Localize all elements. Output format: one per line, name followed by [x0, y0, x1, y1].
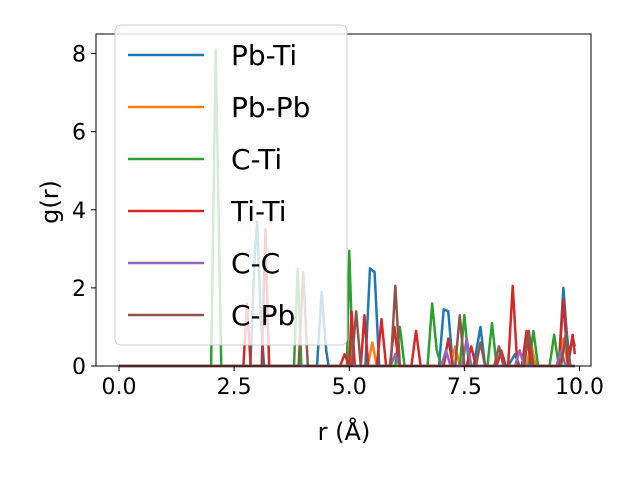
legend-label-pb-pb: Pb-Pb — [231, 91, 310, 124]
y-tick-label: 4 — [72, 199, 86, 224]
x-axis-label: r (Å) — [318, 417, 371, 446]
legend-label-c-c: C-C — [231, 247, 280, 280]
x-tick-label: 10.0 — [555, 375, 604, 400]
legend-box — [114, 24, 348, 346]
y-tick-label: 0 — [72, 355, 86, 380]
y-axis-label: g(r) — [36, 180, 64, 224]
y-tick-label: 8 — [72, 43, 86, 68]
x-tick-label: 7.5 — [447, 375, 482, 400]
legend-label-pb-ti: Pb-Ti — [231, 39, 297, 72]
series-line-c-c — [119, 337, 575, 368]
legend-label-c-pb: C-Pb — [231, 299, 295, 332]
legend: Pb-Ti Pb-Pb C-Ti Ti-Ti C-C C-Pb — [114, 24, 348, 346]
x-tick-label: 2.5 — [217, 375, 252, 400]
ticks: 0.0 2.5 5.0 7.5 10.0 0 2 4 6 8 — [72, 43, 604, 400]
legend-label-c-ti: C-Ti — [231, 143, 282, 176]
legend-label-ti-ti: Ti-Ti — [230, 195, 287, 228]
x-tick-label: 5.0 — [332, 375, 367, 400]
y-tick-label: 2 — [72, 277, 86, 302]
x-tick-label: 0.0 — [102, 375, 137, 400]
y-tick-label: 6 — [72, 121, 86, 146]
